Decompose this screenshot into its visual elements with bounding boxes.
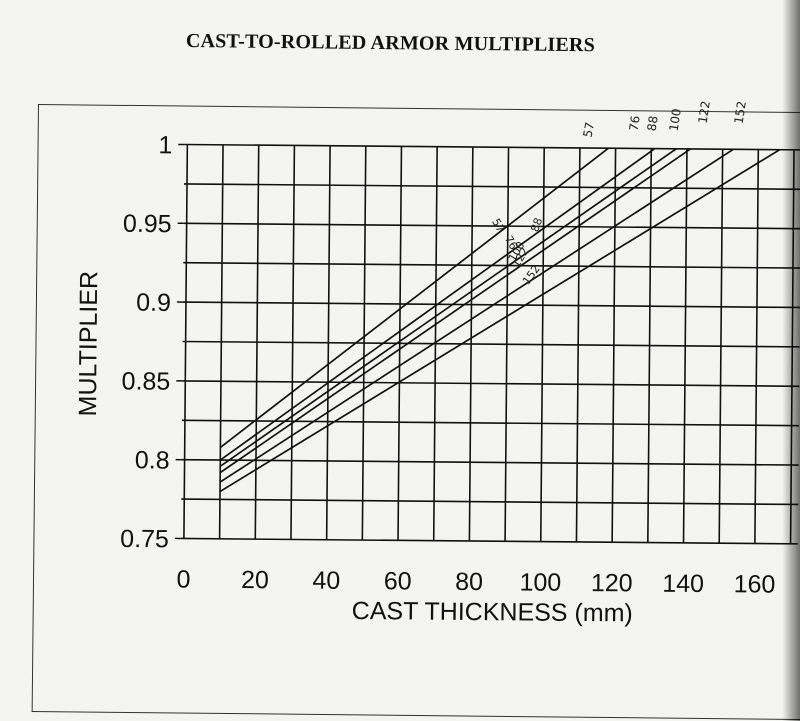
- series-mid-label: 76: [502, 233, 520, 252]
- grid-line-horizontal: [182, 340, 800, 348]
- y-tick-label: 0.95: [123, 210, 172, 238]
- grid-line-horizontal: [181, 458, 799, 466]
- x-tick-label: 0: [176, 565, 190, 593]
- y-tick-label: 0.75: [120, 525, 169, 553]
- x-tick-label: 100: [519, 568, 561, 596]
- series-line-100: [219, 148, 692, 474]
- x-tick-label: 80: [455, 568, 483, 596]
- series-end-label: 57: [581, 121, 598, 139]
- series-end-label: 100: [667, 108, 684, 133]
- y-axis-label: MULTIPLIER: [74, 271, 103, 417]
- y-tick-label: 0.85: [121, 367, 170, 395]
- x-axis-label: CAST THICKNESS (mm): [352, 597, 633, 627]
- series-line-76: [219, 147, 656, 461]
- x-tick-label: 60: [384, 567, 412, 595]
- grid-line-horizontal: [183, 183, 800, 191]
- series-end-label: 88: [645, 115, 661, 132]
- grid-line-horizontal: [181, 498, 799, 506]
- series-end-label: 76: [627, 115, 643, 132]
- x-tick-label: 40: [312, 567, 340, 595]
- grid-line-horizontal: [180, 537, 798, 545]
- x-tick-label: 140: [662, 570, 704, 598]
- x-tick-label: 160: [734, 570, 776, 598]
- y-tick-label: 1: [158, 131, 172, 159]
- series-line-88: [219, 148, 677, 468]
- x-tick-label: 120: [591, 569, 633, 597]
- y-tick-label: 0.9: [136, 289, 171, 317]
- page-edge-shadow: [782, 0, 800, 721]
- x-tick-label: 20: [241, 566, 269, 594]
- grid-line-horizontal: [183, 222, 800, 230]
- series-line-152: [219, 148, 781, 493]
- series-mid-label: 57: [489, 216, 507, 235]
- series-end-label: 152: [732, 100, 749, 125]
- plot-area: 0204060801001201401601800.750.80.850.90.…: [74, 100, 800, 627]
- grid-line-horizontal: [184, 143, 800, 151]
- y-tick-label: 0.8: [135, 446, 170, 474]
- series-line-57: [219, 147, 609, 449]
- series-mid-label: 88: [528, 216, 545, 234]
- grid-line-horizontal: [182, 301, 800, 309]
- grid-line-horizontal: [182, 380, 800, 388]
- series-end-label: 122: [696, 100, 713, 125]
- series-line-122: [219, 148, 734, 483]
